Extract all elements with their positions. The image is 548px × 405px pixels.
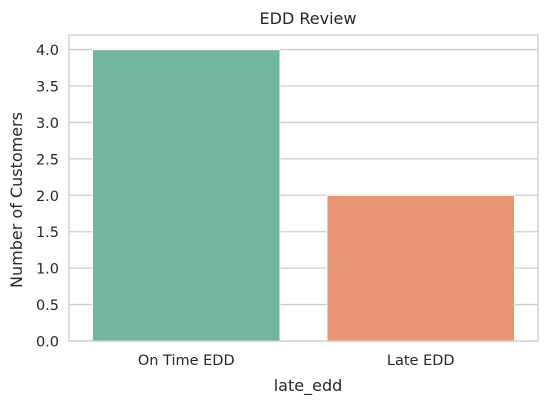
y-tick-label: 4.0	[36, 43, 59, 59]
axes-spines	[68, 34, 539, 342]
y-tick-label: 0.5	[36, 298, 59, 314]
bars	[91, 49, 516, 342]
chart-title: EDD Review	[260, 9, 357, 28]
x-tick-label: Late EDD	[387, 353, 455, 369]
y-tick-labels: 0.0 0.5 1.0 1.5 2.0 2.5 3.0 3.5 4.0	[36, 43, 59, 350]
x-tick-label: On Time EDD	[138, 353, 235, 369]
x-tick-labels: On Time EDD Late EDD	[138, 353, 455, 369]
y-tick-label: 3.0	[36, 116, 59, 132]
y-axis-label: Number of Customers	[7, 112, 26, 288]
y-tick-label: 3.5	[36, 80, 59, 96]
bar	[91, 49, 281, 342]
plot-frame	[68, 34, 539, 342]
y-tick-label: 2.0	[36, 189, 59, 205]
y-tick-label: 1.0	[36, 262, 59, 278]
y-tick-label: 1.5	[36, 225, 59, 241]
x-axis-label: late_edd	[274, 376, 343, 396]
y-tick-label: 0.0	[36, 335, 59, 351]
bar	[326, 194, 516, 342]
y-tick-label: 2.5	[36, 152, 59, 168]
